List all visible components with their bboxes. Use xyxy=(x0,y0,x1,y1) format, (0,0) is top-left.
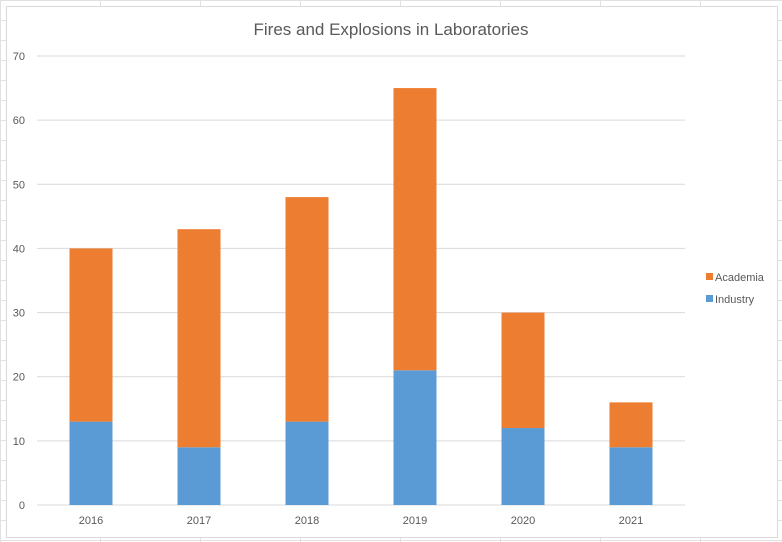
bar-academia-2016[interactable] xyxy=(69,248,113,422)
chart-title: Fires and Explosions in Laboratories xyxy=(254,20,529,39)
y-tick-label: 30 xyxy=(13,308,25,320)
bar-industry-2019[interactable] xyxy=(393,370,437,505)
x-tick-label: 2019 xyxy=(403,515,427,527)
bar-academia-2018[interactable] xyxy=(285,197,329,422)
legend-label-academia: Academia xyxy=(715,272,765,284)
bar-academia-2020[interactable] xyxy=(501,312,545,429)
bar-academia-2021[interactable] xyxy=(609,402,653,448)
y-tick-label: 70 xyxy=(13,51,25,63)
x-tick-label: 2021 xyxy=(619,515,643,527)
bar-academia-2019[interactable] xyxy=(393,88,437,371)
x-tick-label: 2017 xyxy=(187,515,211,527)
bar-industry-2017[interactable] xyxy=(177,447,221,505)
bar-industry-2021[interactable] xyxy=(609,447,653,505)
y-tick-label: 50 xyxy=(13,179,25,191)
bar-industry-2018[interactable] xyxy=(285,421,329,505)
x-tick-label: 2020 xyxy=(511,515,535,527)
y-tick-label: 40 xyxy=(13,243,25,255)
legend-swatch-industry xyxy=(706,295,713,302)
y-tick-label: 20 xyxy=(13,372,25,384)
bar-academia-2017[interactable] xyxy=(177,229,221,448)
x-tick-label: 2018 xyxy=(295,515,319,527)
y-tick-label: 60 xyxy=(13,115,25,127)
bar-industry-2020[interactable] xyxy=(501,428,545,505)
y-tick-label: 0 xyxy=(19,500,25,512)
x-tick-label: 2016 xyxy=(79,515,103,527)
y-tick-label: 10 xyxy=(13,436,25,448)
chart-svg: Fires and Explosions in Laboratories 0 10… xyxy=(13,20,765,527)
legend-swatch-academia xyxy=(706,273,713,280)
legend-label-industry: Industry xyxy=(715,294,755,306)
bar-industry-2016[interactable] xyxy=(69,421,113,505)
chart-area[interactable]: Fires and Explosions in Laboratories 0 10… xyxy=(6,6,778,538)
